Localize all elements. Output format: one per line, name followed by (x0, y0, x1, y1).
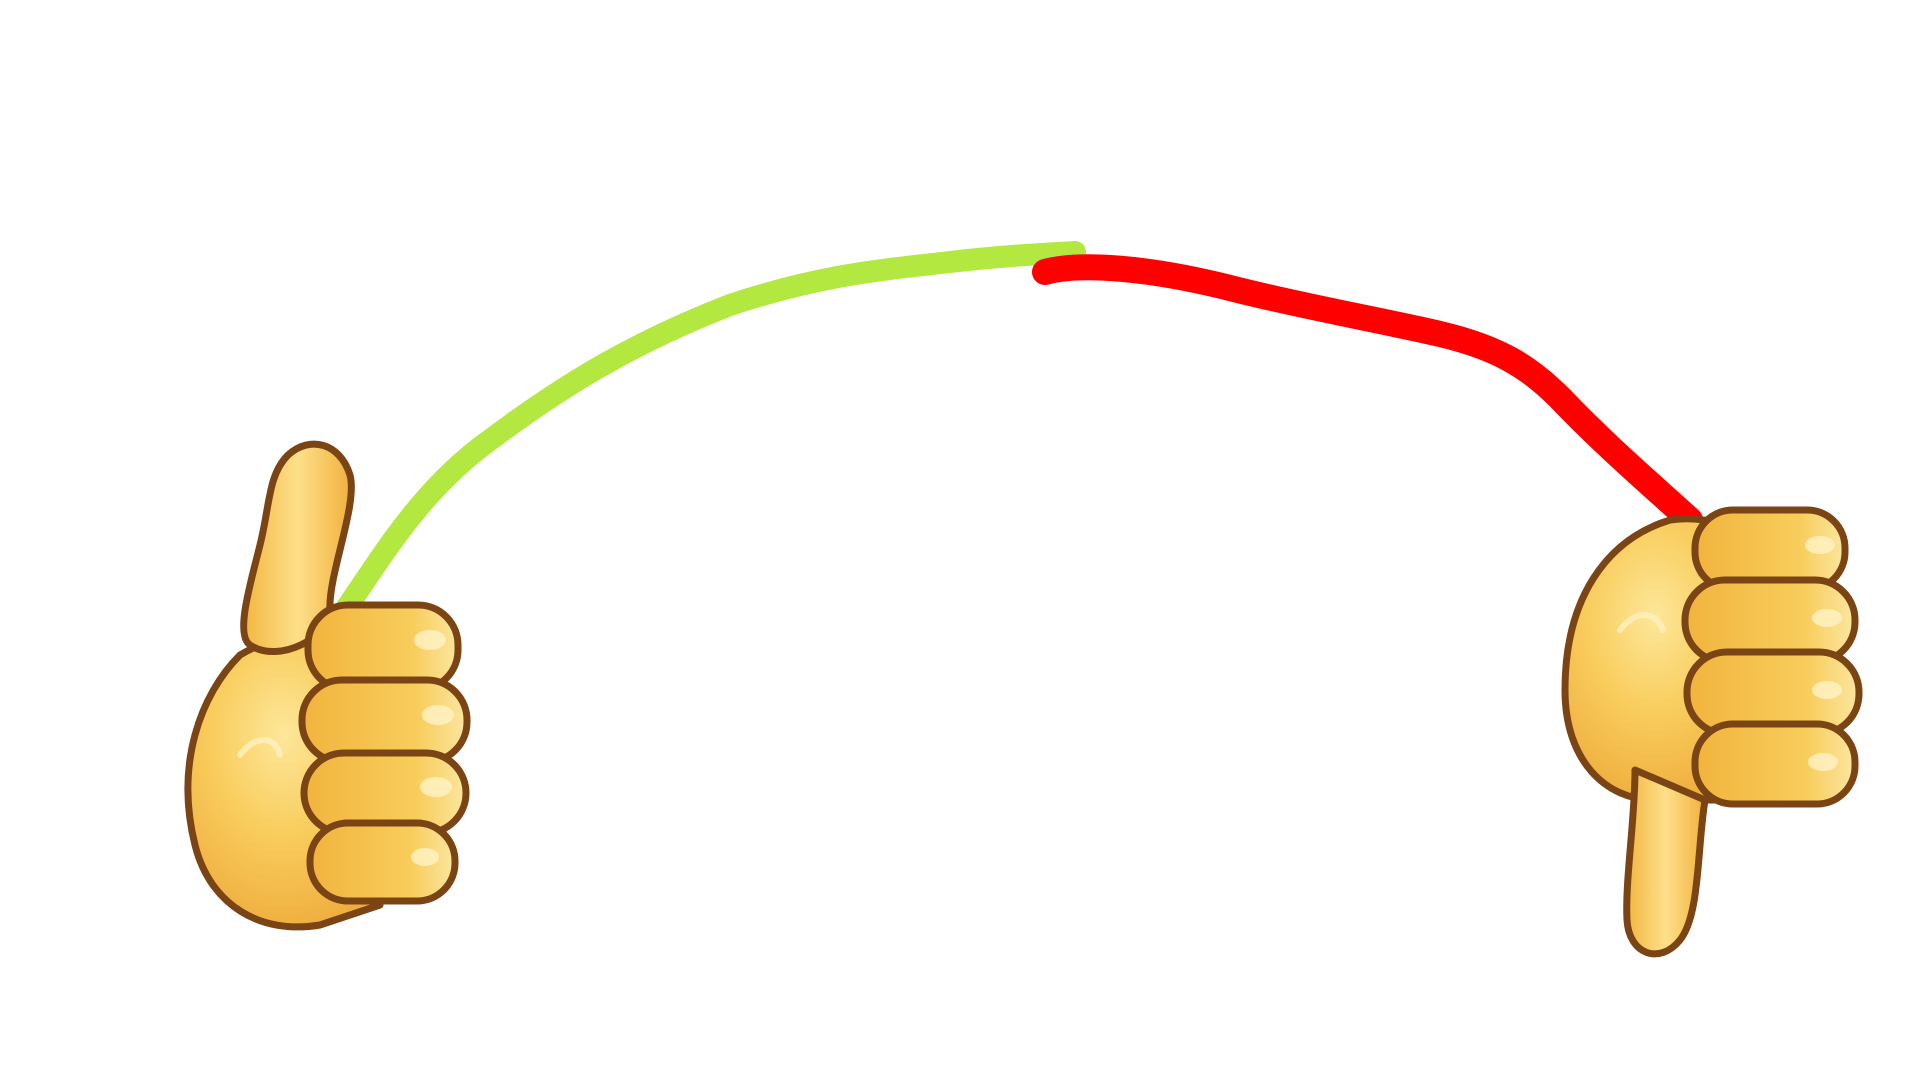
red-arc-segment (1032, 254, 1703, 533)
thumbs-down-icon (1561, 506, 1863, 958)
thumbs-up-icon (184, 440, 471, 931)
green-arc-segment (334, 241, 1086, 621)
